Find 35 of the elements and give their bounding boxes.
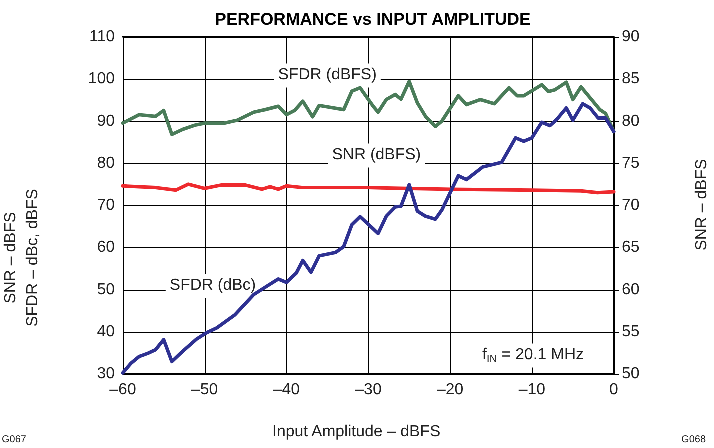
x-tick-label: –10 [518,382,546,398]
y2-tick-label: 90 [622,28,640,46]
y2-tick-label: 75 [622,154,640,172]
y-tick-label: 70 [97,197,116,214]
x-tick-label: –30 [355,382,382,398]
y-tick-label: 90 [97,112,116,130]
y2-tick-label: 55 [622,323,640,340]
series-label: SNR (dBFS) [332,146,422,164]
x-tick-label: –20 [436,382,464,398]
x-tick-label: –50 [191,382,218,398]
x-axis-title: Input Amplitude – dBFS [272,424,441,440]
y-tick-label: 80 [97,154,116,172]
y2-tick-label: 85 [622,70,640,88]
series-label: SFDR (dBFS) [278,66,377,84]
series-label: SFDR (dBc) [170,277,256,294]
chart-title: PERFORMANCE vs INPUT AMPLITUDE [215,10,531,29]
y2-tick-label: 80 [622,112,640,130]
text: G068 [682,434,706,446]
x-tick-label: –40 [273,382,300,398]
y-tick-label: 30 [97,366,116,382]
y2-tick-label: 70 [622,197,640,214]
y2-tick-label: 50 [622,366,640,382]
x-tick-label: 0 [610,382,619,398]
x-tick-label: –60 [110,382,136,398]
text: G067 [2,434,27,446]
y2-tick-label: 60 [622,281,640,298]
y-tick-label: 40 [97,323,116,340]
y2-tick-label: 65 [622,239,640,256]
y-tick-label: 60 [97,239,116,256]
y2-axis-title: SNR – dBFS [694,159,710,251]
y-tick-label: 50 [97,281,116,298]
y-axis-title: SNR – dBFS SFDR – dBc, dBFS [2,189,42,327]
y-tick-label: 110 [89,28,116,46]
y-tick-label: 100 [88,70,116,88]
line-series [121,182,616,195]
